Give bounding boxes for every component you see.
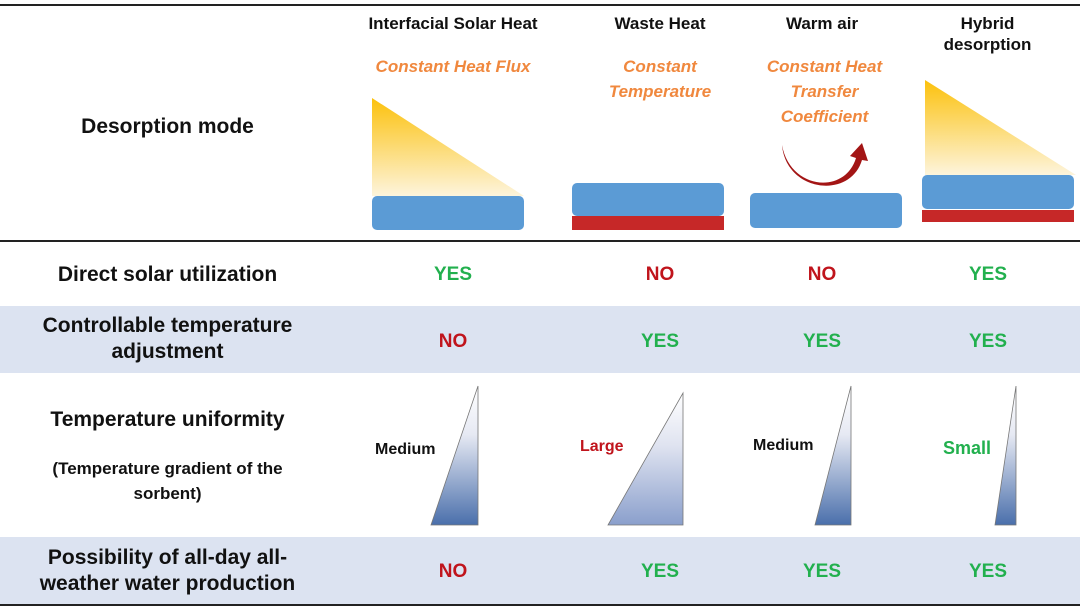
cell-value: NO — [438, 331, 468, 352]
cell-value: NO — [807, 264, 837, 285]
uniformity-value: Small — [943, 438, 992, 458]
cell-value: YES — [968, 561, 1008, 582]
cell-value: YES — [968, 331, 1008, 352]
cell-value: YES — [640, 331, 680, 352]
sorbent-layer — [372, 196, 524, 230]
mode-label: Constant Temperature — [608, 57, 712, 101]
warm-air-arrow-icon — [782, 143, 868, 186]
uniformity-value: Medium — [375, 441, 436, 458]
cell-value: YES — [968, 264, 1008, 285]
solar-flux-triangle — [925, 80, 1076, 175]
desorption-mode-label: Desorption mode — [81, 115, 254, 138]
column-title: Hybrid desorption — [943, 14, 1032, 54]
top-rule — [0, 4, 1080, 6]
uniformity-value: Large — [580, 438, 624, 455]
row-label: Possibility of all-day all-weather water… — [0, 545, 335, 597]
row-sublabel: (Temperature gradient of the sorbent) — [0, 456, 335, 506]
header-rule — [0, 240, 1080, 242]
row-label: Temperature uniformity — [50, 408, 285, 431]
solar-flux-triangle — [372, 98, 524, 196]
mode-label: Constant Heat Transfer Coefficient — [766, 57, 883, 126]
column-title: Warm air — [785, 14, 859, 33]
cell-value: YES — [802, 331, 842, 352]
gradient-triangle — [607, 391, 684, 526]
gradient-triangle — [430, 385, 479, 526]
cell-value: YES — [640, 561, 680, 582]
uniformity-value: Medium — [753, 437, 814, 454]
bottom-rule — [0, 604, 1080, 606]
column-title: Waste Heat — [614, 14, 706, 33]
column-title: Interfacial Solar Heat — [368, 14, 538, 33]
cell-value: NO — [645, 264, 675, 285]
cell-value: NO — [438, 561, 468, 582]
row-sublabel-text: (Temperature gradient of the sorbent) — [52, 459, 283, 503]
cell-value: YES — [802, 561, 842, 582]
gradient-triangle — [814, 385, 852, 526]
gradient-triangle — [994, 385, 1017, 526]
sorbent-layer — [922, 175, 1074, 209]
row-band-2 — [0, 306, 1080, 373]
cell-value: YES — [433, 264, 473, 285]
heater-layer — [572, 216, 724, 230]
row-band-4 — [0, 537, 1080, 604]
mode-label: Constant Heat Flux — [375, 57, 531, 76]
row-label: Controllable temperature adjustment — [0, 313, 335, 365]
row-label: Direct solar utilization — [57, 263, 278, 286]
row-label-text: Controllable temperature adjustment — [42, 314, 293, 363]
heater-layer — [922, 210, 1074, 222]
sorbent-layer — [750, 193, 902, 228]
row-label-text: Possibility of all-day all-weather water… — [39, 546, 296, 595]
sorbent-layer — [572, 183, 724, 216]
